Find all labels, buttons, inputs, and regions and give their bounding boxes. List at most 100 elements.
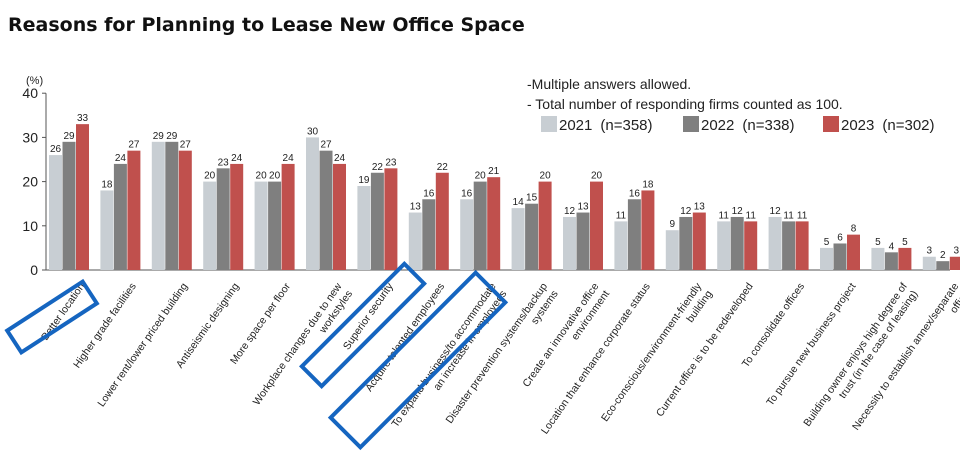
value-label: 20 [475, 171, 487, 182]
bar-2021-10 [563, 216, 576, 270]
legend-item-2021: 2021 (n=358) [541, 116, 653, 134]
note-total-firms: - Total number of responding firms count… [527, 96, 843, 112]
value-label: 24 [231, 153, 243, 164]
bar-2021-1 [100, 190, 114, 270]
legend-label-2022: 2022 [701, 117, 735, 134]
value-label: 27 [180, 140, 192, 151]
value-label: 16 [423, 188, 435, 199]
value-label: 22 [437, 162, 449, 173]
bar-2023-9 [538, 181, 552, 270]
value-label: 29 [153, 131, 165, 142]
bar-2021-15 [820, 247, 833, 270]
highlight-box-2 [327, 269, 509, 451]
chart-title: Reasons for Planning to Lease New Office… [8, 14, 525, 36]
bar-2021-16 [871, 247, 885, 270]
y-tick-label: 0 [30, 262, 38, 278]
value-label: 13 [410, 202, 422, 213]
value-label: 11 [719, 210, 730, 221]
value-label: 11 [797, 210, 808, 221]
value-label: 3 [927, 246, 933, 257]
value-label: 8 [851, 224, 857, 235]
bar-2023-8 [487, 177, 501, 270]
bar-2021-12 [665, 230, 679, 270]
legend-n-2021: (n=358) [600, 117, 653, 134]
value-label: 27 [320, 140, 332, 151]
bar-2022-11 [627, 199, 641, 270]
bar-2023-10 [590, 181, 603, 270]
legend-n-2022: (n=338) [742, 117, 795, 134]
bar-2022-1 [113, 163, 127, 270]
bar-2023-12 [692, 212, 706, 270]
legend-swatch-2022 [683, 116, 699, 132]
legend-swatch-2023 [823, 116, 839, 132]
value-label: 4 [889, 241, 895, 252]
bar-2021-5 [306, 137, 319, 270]
value-label: 23 [385, 157, 397, 168]
bar-2022-0 [62, 141, 76, 270]
value-label: 12 [564, 206, 576, 217]
bar-2022-12 [679, 216, 693, 270]
category-label: Lower rent/lower priced building [95, 281, 190, 409]
category-label: Workplace changes due to newworkstyles [251, 281, 356, 416]
legend-label-2021: 2021 [559, 117, 593, 134]
value-label: 5 [824, 237, 830, 248]
value-label: 29 [63, 131, 75, 142]
bar-2021-14 [768, 216, 782, 270]
bar-2021-17 [922, 256, 936, 270]
value-label: 26 [50, 144, 62, 155]
y-unit-label: (%) [26, 75, 43, 87]
value-label: 12 [770, 206, 782, 217]
value-label: 20 [269, 171, 281, 182]
y-tick-label: 10 [22, 218, 38, 234]
value-label: 23 [218, 157, 230, 168]
bar-2023-15 [847, 234, 860, 270]
value-label: 18 [101, 179, 113, 190]
value-label: 16 [629, 188, 641, 199]
value-label: 5 [902, 237, 908, 248]
bar-2023-14 [795, 221, 809, 270]
bar-2022-5 [319, 150, 333, 270]
bar-2022-13 [730, 216, 744, 270]
bar-2023-4 [281, 163, 295, 270]
bar-2023-13 [744, 221, 758, 270]
value-label: 5 [875, 237, 881, 248]
bar-2023-3 [230, 163, 244, 270]
value-label: 20 [204, 171, 216, 182]
bar-2022-6 [370, 172, 384, 270]
value-label: 11 [616, 210, 627, 221]
bar-2021-3 [203, 181, 217, 270]
y-tick-label: 30 [22, 129, 38, 145]
value-label: 13 [577, 202, 589, 213]
bar-2023-1 [127, 150, 141, 270]
bar-2022-15 [833, 243, 847, 270]
bar-2023-5 [333, 163, 346, 270]
value-label: 20 [540, 171, 552, 182]
bar-2023-2 [178, 150, 192, 270]
y-tick-label: 20 [22, 174, 38, 190]
value-label: 16 [461, 188, 473, 199]
y-tick-label: 40 [22, 85, 38, 101]
bar-2021-8 [460, 199, 474, 270]
bar-2021-6 [357, 186, 371, 270]
category-label-line: Better location [39, 281, 87, 343]
bar-2022-16 [884, 252, 898, 270]
value-label: 22 [372, 162, 384, 173]
bar-2021-7 [408, 212, 422, 270]
bar-2022-10 [576, 212, 590, 270]
value-label: 27 [128, 140, 140, 151]
note-multiple-answers: -Multiple answers allowed. [527, 76, 692, 92]
category-label-line: Building owner enjoys high degree of [801, 281, 910, 429]
bar-2021-11 [614, 221, 628, 270]
bar-2021-0 [49, 155, 62, 270]
value-label: 20 [256, 171, 268, 182]
bar-2022-2 [165, 141, 179, 270]
value-label: 6 [837, 232, 843, 243]
highlight-box-0 [4, 278, 100, 356]
highlight-box-1 [299, 261, 427, 389]
category-label: Better location [39, 281, 87, 343]
bar-2021-2 [151, 141, 165, 270]
value-label: 12 [680, 206, 692, 217]
value-label: 11 [783, 210, 794, 221]
value-label: 33 [77, 113, 89, 124]
value-label: 2 [940, 250, 946, 261]
